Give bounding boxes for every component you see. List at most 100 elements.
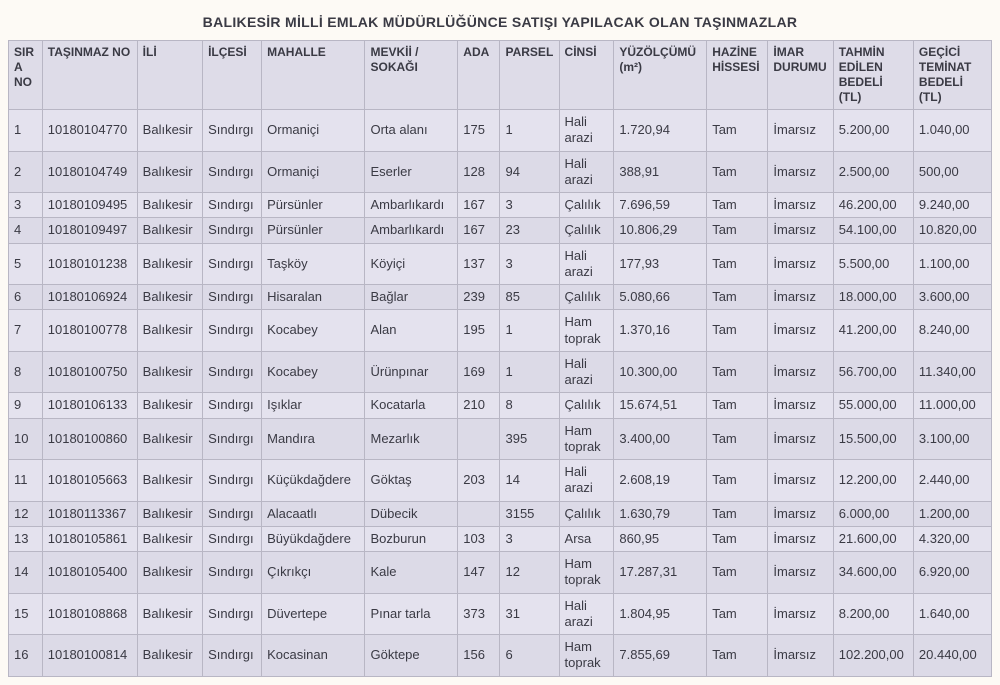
cell-gecici-teminat: 11.000,00 — [913, 393, 991, 418]
cell-tasinmaz-no: 10180105400 — [42, 552, 137, 594]
cell-mahalle: Kocabey — [262, 351, 365, 393]
cell-tasinmaz-no: 10180100778 — [42, 310, 137, 352]
col-header-cinsi: CİNSİ — [559, 41, 614, 110]
cell-cinsi: Hali arazi — [559, 351, 614, 393]
cell-gecici-teminat: 10.820,00 — [913, 218, 991, 243]
cell-ilcesi: Sındırgı — [203, 635, 262, 677]
cell-tasinmaz-no: 10180100814 — [42, 635, 137, 677]
cell-ada — [458, 501, 500, 526]
cell-cinsi: Hali arazi — [559, 110, 614, 152]
col-header-ilcesi: İLÇESİ — [203, 41, 262, 110]
table-row: 1010180100860BalıkesirSındırgıMandıraMez… — [9, 418, 992, 460]
cell-ili: Balıkesir — [137, 501, 202, 526]
cell-cinsi: Hali arazi — [559, 151, 614, 193]
cell-ili: Balıkesir — [137, 351, 202, 393]
cell-mevkii-sokagi: Orta alanı — [365, 110, 458, 152]
cell-cinsi: Arsa — [559, 526, 614, 551]
cell-ada — [458, 418, 500, 460]
cell-yuzolcumu: 177,93 — [614, 243, 707, 285]
cell-mevkii-sokagi: Pınar tarla — [365, 593, 458, 635]
cell-sira-no: 3 — [9, 193, 43, 218]
cell-tasinmaz-no: 10180101238 — [42, 243, 137, 285]
cell-ilcesi: Sındırgı — [203, 151, 262, 193]
cell-tahmin-bedeli: 6.000,00 — [833, 501, 913, 526]
cell-parsel: 12 — [500, 552, 559, 594]
cell-ilcesi: Sındırgı — [203, 218, 262, 243]
cell-tahmin-bedeli: 12.200,00 — [833, 460, 913, 502]
cell-sira-no: 14 — [9, 552, 43, 594]
cell-ada: 195 — [458, 310, 500, 352]
cell-ili: Balıkesir — [137, 218, 202, 243]
cell-mevkii-sokagi: Bağlar — [365, 285, 458, 310]
cell-mahalle: Kocasinan — [262, 635, 365, 677]
cell-hazine-hissesi: Tam — [707, 243, 768, 285]
cell-parsel: 3 — [500, 193, 559, 218]
cell-mevkii-sokagi: Kale — [365, 552, 458, 594]
cell-yuzolcumu: 2.608,19 — [614, 460, 707, 502]
table-row: 810180100750BalıkesirSındırgıKocabeyÜrün… — [9, 351, 992, 393]
cell-cinsi: Çalılık — [559, 193, 614, 218]
cell-cinsi: Hali arazi — [559, 243, 614, 285]
cell-mahalle: Çıkrıkçı — [262, 552, 365, 594]
cell-ili: Balıkesir — [137, 526, 202, 551]
cell-mevkii-sokagi: Göktaş — [365, 460, 458, 502]
cell-ada: 210 — [458, 393, 500, 418]
cell-parsel: 94 — [500, 151, 559, 193]
cell-hazine-hissesi: Tam — [707, 218, 768, 243]
cell-tahmin-bedeli: 21.600,00 — [833, 526, 913, 551]
cell-mevkii-sokagi: Kocatarla — [365, 393, 458, 418]
cell-tahmin-bedeli: 56.700,00 — [833, 351, 913, 393]
cell-yuzolcumu: 7.855,69 — [614, 635, 707, 677]
cell-hazine-hissesi: Tam — [707, 310, 768, 352]
cell-mevkii-sokagi: Bozburun — [365, 526, 458, 551]
col-header-hazine-hissesi: HAZİNE HİSSESİ — [707, 41, 768, 110]
col-header-gecici-teminat: GEÇİCİ TEMİNAT BEDELİ (TL) — [913, 41, 991, 110]
cell-tasinmaz-no: 10180100860 — [42, 418, 137, 460]
cell-yuzolcumu: 860,95 — [614, 526, 707, 551]
property-table: SIRA NOTAŞINMAZ NOİLİİLÇESİMAHALLEMEVKİİ… — [8, 40, 992, 677]
cell-ilcesi: Sındırgı — [203, 593, 262, 635]
cell-ada: 239 — [458, 285, 500, 310]
cell-yuzolcumu: 1.804,95 — [614, 593, 707, 635]
table-row: 310180109495BalıkesirSındırgıPürsünlerAm… — [9, 193, 992, 218]
cell-ili: Balıkesir — [137, 593, 202, 635]
cell-imar-durumu: İmarsız — [768, 460, 833, 502]
cell-sira-no: 13 — [9, 526, 43, 551]
table-header-row: SIRA NOTAŞINMAZ NOİLİİLÇESİMAHALLEMEVKİİ… — [9, 41, 992, 110]
cell-tahmin-bedeli: 15.500,00 — [833, 418, 913, 460]
cell-cinsi: Çalılık — [559, 393, 614, 418]
cell-hazine-hissesi: Tam — [707, 110, 768, 152]
cell-ada: 167 — [458, 193, 500, 218]
table-row: 510180101238BalıkesirSındırgıTaşköyKöyiç… — [9, 243, 992, 285]
cell-tahmin-bedeli: 54.100,00 — [833, 218, 913, 243]
cell-ili: Balıkesir — [137, 460, 202, 502]
cell-sira-no: 2 — [9, 151, 43, 193]
table-row: 1410180105400BalıkesirSındırgıÇıkrıkçıKa… — [9, 552, 992, 594]
cell-ada: 203 — [458, 460, 500, 502]
cell-cinsi: Çalılık — [559, 501, 614, 526]
cell-ilcesi: Sındırgı — [203, 285, 262, 310]
cell-imar-durumu: İmarsız — [768, 218, 833, 243]
cell-tasinmaz-no: 10180113367 — [42, 501, 137, 526]
cell-hazine-hissesi: Tam — [707, 593, 768, 635]
cell-ilcesi: Sındırgı — [203, 243, 262, 285]
cell-ilcesi: Sındırgı — [203, 393, 262, 418]
cell-gecici-teminat: 4.320,00 — [913, 526, 991, 551]
cell-sira-no: 7 — [9, 310, 43, 352]
cell-tasinmaz-no: 10180104770 — [42, 110, 137, 152]
cell-sira-no: 16 — [9, 635, 43, 677]
cell-ili: Balıkesir — [137, 393, 202, 418]
cell-mevkii-sokagi: Ürünpınar — [365, 351, 458, 393]
cell-sira-no: 9 — [9, 393, 43, 418]
cell-sira-no: 5 — [9, 243, 43, 285]
cell-cinsi: Hali arazi — [559, 460, 614, 502]
cell-gecici-teminat: 8.240,00 — [913, 310, 991, 352]
cell-cinsi: Hali arazi — [559, 593, 614, 635]
cell-mahalle: Büyükdağdere — [262, 526, 365, 551]
cell-ada: 137 — [458, 243, 500, 285]
cell-gecici-teminat: 9.240,00 — [913, 193, 991, 218]
cell-tahmin-bedeli: 34.600,00 — [833, 552, 913, 594]
table-row: 1210180113367BalıkesirSındırgıAlacaatlıD… — [9, 501, 992, 526]
cell-yuzolcumu: 17.287,31 — [614, 552, 707, 594]
cell-gecici-teminat: 2.440,00 — [913, 460, 991, 502]
